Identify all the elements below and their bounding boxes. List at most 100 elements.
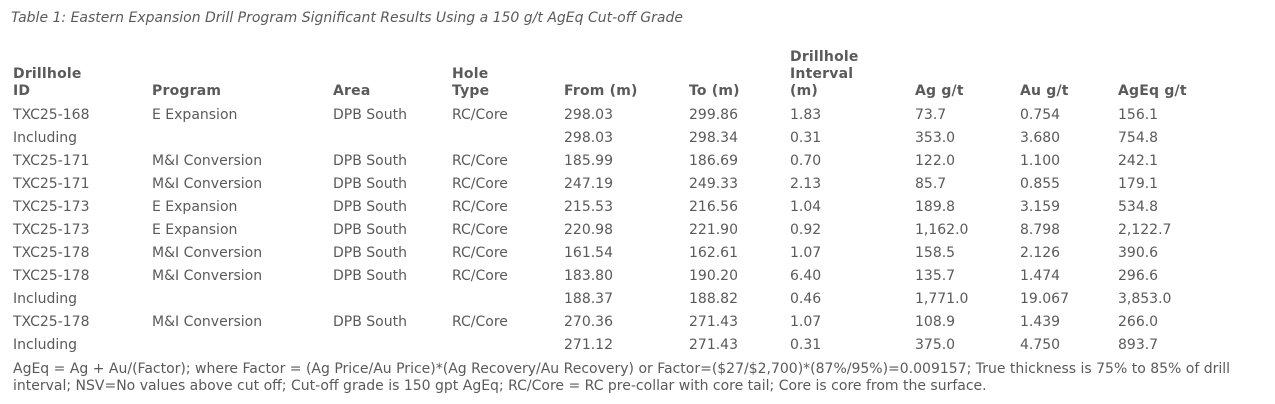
cell-au: 0.855 xyxy=(1020,176,1061,192)
cell-drillhole-id: Including xyxy=(13,291,77,307)
table-row: TXC25-168 E Expansion DPB South RC/Core 298.… xyxy=(8,104,1233,127)
cell-ag: 108.9 xyxy=(915,314,956,330)
cell-ageq: 754.8 xyxy=(1118,130,1159,146)
cell-area: DPB South xyxy=(333,153,407,169)
header-ageq: AgEq g/t xyxy=(1113,49,1233,104)
header-line: (m) xyxy=(790,83,818,99)
header-au: Au g/t xyxy=(1015,49,1113,104)
cell-to: 271.43 xyxy=(689,314,738,330)
cell-to: 221.90 xyxy=(689,222,738,238)
header-line: Area xyxy=(333,83,371,99)
cell-interval: 6.40 xyxy=(790,268,822,284)
cell-au: 3.159 xyxy=(1020,199,1061,215)
cell-hole-type: RC/Core xyxy=(452,268,508,284)
table-row: TXC25-178 M&I Conversion DPB South RC/Core 1… xyxy=(8,265,1233,288)
cell-drillhole-id: TXC25-178 xyxy=(13,314,90,330)
cell-to: 271.43 xyxy=(689,337,738,353)
cell-hole-type: RC/Core xyxy=(452,153,508,169)
cell-area: DPB South xyxy=(333,199,407,215)
table-row: Including 188.37 188.82 0.46 1,771.0 19.067 3,… xyxy=(8,288,1233,311)
cell-program: M&I Conversion xyxy=(152,245,263,261)
cell-hole-type: RC/Core xyxy=(452,176,508,192)
header-to: To (m) xyxy=(684,49,785,104)
header-line: Program xyxy=(152,83,222,99)
cell-program xyxy=(147,288,328,311)
cell-ag: 1,771.0 xyxy=(915,291,969,307)
table-body: TXC25-168 E Expansion DPB South RC/Core 298.… xyxy=(8,104,1233,357)
cell-au: 3.680 xyxy=(1020,130,1061,146)
cell-area xyxy=(328,127,447,150)
cell-interval: 1.04 xyxy=(790,199,822,215)
header-interval: Drillhole Interval (m) xyxy=(785,49,910,104)
cell-program: E Expansion xyxy=(152,107,238,123)
cell-interval: 0.46 xyxy=(790,291,822,307)
cell-from: 161.54 xyxy=(564,245,613,261)
cell-to: 216.56 xyxy=(689,199,738,215)
cell-ag: 135.7 xyxy=(915,268,956,284)
cell-ageq: 2,122.7 xyxy=(1118,222,1172,238)
cell-drillhole-id: TXC25-171 xyxy=(13,153,90,169)
table-row: TXC25-171 M&I Conversion DPB South RC/Core 1… xyxy=(8,150,1233,173)
cell-au: 2.126 xyxy=(1020,245,1061,261)
cell-hole-type: RC/Core xyxy=(452,199,508,215)
cell-au: 0.754 xyxy=(1020,107,1061,123)
cell-ageq: 534.8 xyxy=(1118,199,1159,215)
cell-ageq: 156.1 xyxy=(1118,107,1159,123)
cell-from: 183.80 xyxy=(564,268,613,284)
cell-from: 247.19 xyxy=(564,176,613,192)
cell-from: 271.12 xyxy=(564,337,613,353)
cell-interval: 1.07 xyxy=(790,314,822,330)
cell-drillhole-id: TXC25-171 xyxy=(13,176,90,192)
header-from: From (m) xyxy=(559,49,684,104)
header-line: AgEq g/t xyxy=(1118,83,1187,99)
cell-from: 270.36 xyxy=(564,314,613,330)
table-row: TXC25-173 E Expansion DPB South RC/Core 215.… xyxy=(8,196,1233,219)
cell-ag: 375.0 xyxy=(915,337,956,353)
cell-program: M&I Conversion xyxy=(152,314,263,330)
cell-area: DPB South xyxy=(333,268,407,284)
cell-ageq: 266.0 xyxy=(1118,314,1159,330)
header-line: Drillhole xyxy=(790,49,859,65)
header-line: ID xyxy=(13,83,31,99)
cell-drillhole-id: TXC25-168 xyxy=(13,107,90,123)
cell-interval: 1.83 xyxy=(790,107,822,123)
header-line: Drillhole xyxy=(13,66,82,82)
cell-ag: 353.0 xyxy=(915,130,956,146)
cell-to: 298.34 xyxy=(689,130,738,146)
cell-interval: 0.70 xyxy=(790,153,822,169)
cell-program xyxy=(147,127,328,150)
cell-hole-type: RC/Core xyxy=(452,245,508,261)
cell-to: 190.20 xyxy=(689,268,738,284)
cell-hole-type: RC/Core xyxy=(452,222,508,238)
header-line: Type xyxy=(452,83,490,99)
cell-to: 249.33 xyxy=(689,176,738,192)
cell-area: DPB South xyxy=(333,245,407,261)
header-program: Program xyxy=(147,49,328,104)
header-line: To (m) xyxy=(689,83,740,99)
cell-from: 298.03 xyxy=(564,107,613,123)
cell-interval: 0.92 xyxy=(790,222,822,238)
cell-to: 162.61 xyxy=(689,245,738,261)
cell-program: M&I Conversion xyxy=(152,153,263,169)
cell-ageq: 296.6 xyxy=(1118,268,1159,284)
cell-ageq: 179.1 xyxy=(1118,176,1159,192)
table-footnote: AgEq = Ag + Au/(Factor); where Factor = … xyxy=(13,361,1231,394)
cell-area: DPB South xyxy=(333,222,407,238)
cell-area: DPB South xyxy=(333,176,407,192)
header-drillhole-id: Drillhole ID xyxy=(8,49,147,104)
table-header: Drillhole ID Program Area Hole Type From (m) To… xyxy=(8,49,1233,104)
cell-ag: 73.7 xyxy=(915,107,947,123)
cell-interval: 1.07 xyxy=(790,245,822,261)
table-row: Including 298.03 298.34 0.31 353.0 3.680 754.8 xyxy=(8,127,1233,150)
cell-from: 188.37 xyxy=(564,291,613,307)
cell-hole-type xyxy=(447,334,559,357)
header-line: From (m) xyxy=(564,83,638,99)
cell-program: M&I Conversion xyxy=(152,176,263,192)
cell-au: 1.474 xyxy=(1020,268,1061,284)
header-line: Hole xyxy=(452,66,489,82)
header-hole-type: Hole Type xyxy=(447,49,559,104)
cell-from: 220.98 xyxy=(564,222,613,238)
cell-ag: 85.7 xyxy=(915,176,947,192)
table-caption: Table 1: Eastern Expansion Drill Program… xyxy=(11,10,683,26)
cell-drillhole-id: TXC25-173 xyxy=(13,199,90,215)
